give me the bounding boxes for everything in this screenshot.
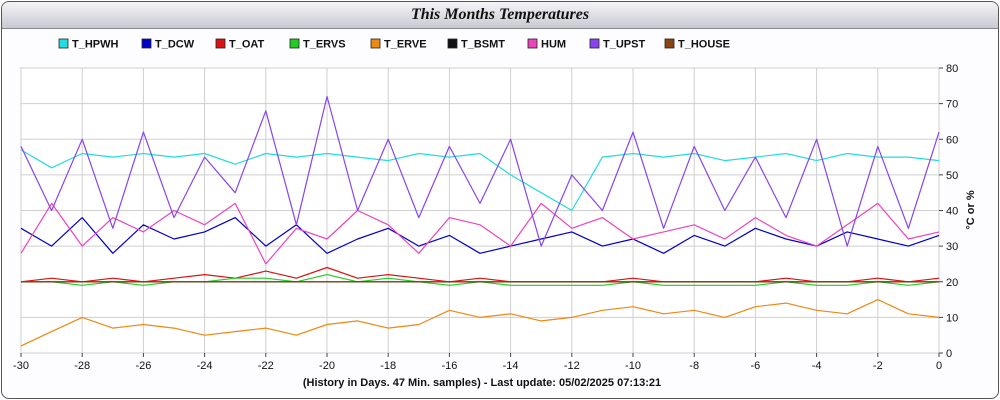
legend-swatch	[447, 38, 458, 49]
y-tick-label: 40	[946, 206, 958, 218]
legend-label: T_ERVE	[384, 39, 427, 51]
legend-swatch	[58, 38, 69, 49]
legend-swatch	[664, 38, 675, 49]
y-tick-label: 60	[946, 134, 958, 146]
legend-label: T_HOUSE	[678, 39, 730, 51]
y-tick-label: 50	[946, 170, 958, 182]
x-tick-label: -12	[564, 360, 580, 372]
legend: T_HPWH T_DCW T_OAT T_ERVS T_ERVE T_BSMT HUM T_U…	[58, 38, 730, 51]
legend-label: T_UPST	[603, 39, 645, 51]
series-line-hum	[20, 202, 940, 265]
x-tick-label: -20	[319, 360, 335, 372]
x-tick-label: 0	[936, 360, 942, 372]
x-tick-label: -8	[689, 360, 699, 372]
y-tick-label: 20	[946, 277, 958, 289]
series-line-t-dcw	[20, 217, 940, 254]
x-tick-label: -28	[74, 360, 90, 372]
x-tick-label: -26	[135, 360, 151, 372]
x-tick-label: -6	[751, 360, 761, 372]
y-tick-label: 80	[946, 63, 958, 75]
x-tick-label: -10	[625, 360, 641, 372]
x-tick-label: -18	[380, 360, 396, 372]
legend-swatch	[141, 38, 152, 49]
series-line-t-erve	[20, 299, 940, 347]
legend-swatch	[370, 38, 381, 49]
y-tick-label: 10	[946, 312, 958, 324]
y-tick-label: 70	[946, 99, 958, 111]
legend-swatch	[589, 38, 600, 49]
title-bar: This Months Temperatures	[2, 2, 998, 29]
x-axis-label: (History in Days. 47 Min. samples) - Las…	[303, 377, 661, 389]
x-tick-label: -30	[13, 360, 29, 372]
x-tick-label: -16	[441, 360, 457, 372]
x-tick-label: -14	[503, 360, 519, 372]
series-line-t-oat	[20, 266, 940, 283]
x-tick-label: -24	[197, 360, 213, 372]
y-tick-label: 0	[946, 348, 952, 360]
legend-swatch	[527, 38, 538, 49]
x-tick-label: -22	[258, 360, 274, 372]
legend-label: T_OAT	[229, 39, 265, 51]
x-axis-ticks: -30 -28 -26 -24 -22 -20 -18 -16 -14 -12 -10 -8 -6 -4-…	[13, 353, 942, 372]
grid-lines	[20, 67, 940, 354]
legend-label: T_DCW	[155, 39, 195, 51]
y-axis-label: °C or %	[965, 190, 977, 229]
legend-label: T_ERVS	[303, 39, 346, 51]
x-tick-label: -4	[812, 360, 822, 372]
legend-swatch	[215, 38, 226, 49]
legend-label: HUM	[541, 39, 566, 51]
series-line-t-hpwh	[20, 149, 940, 212]
y-axis-ticks: 0 10 20 30 40 50 60 70 80	[939, 63, 958, 360]
series-layer	[20, 95, 940, 347]
legend-label: T_BSMT	[461, 39, 505, 51]
legend-swatch	[289, 38, 300, 49]
chart-title: This Months Temperatures	[410, 6, 590, 23]
series-line-t-upst	[20, 95, 940, 247]
y-tick-label: 30	[946, 241, 958, 253]
legend-label: T_HPWH	[72, 39, 119, 51]
x-tick-label: -2	[873, 360, 883, 372]
